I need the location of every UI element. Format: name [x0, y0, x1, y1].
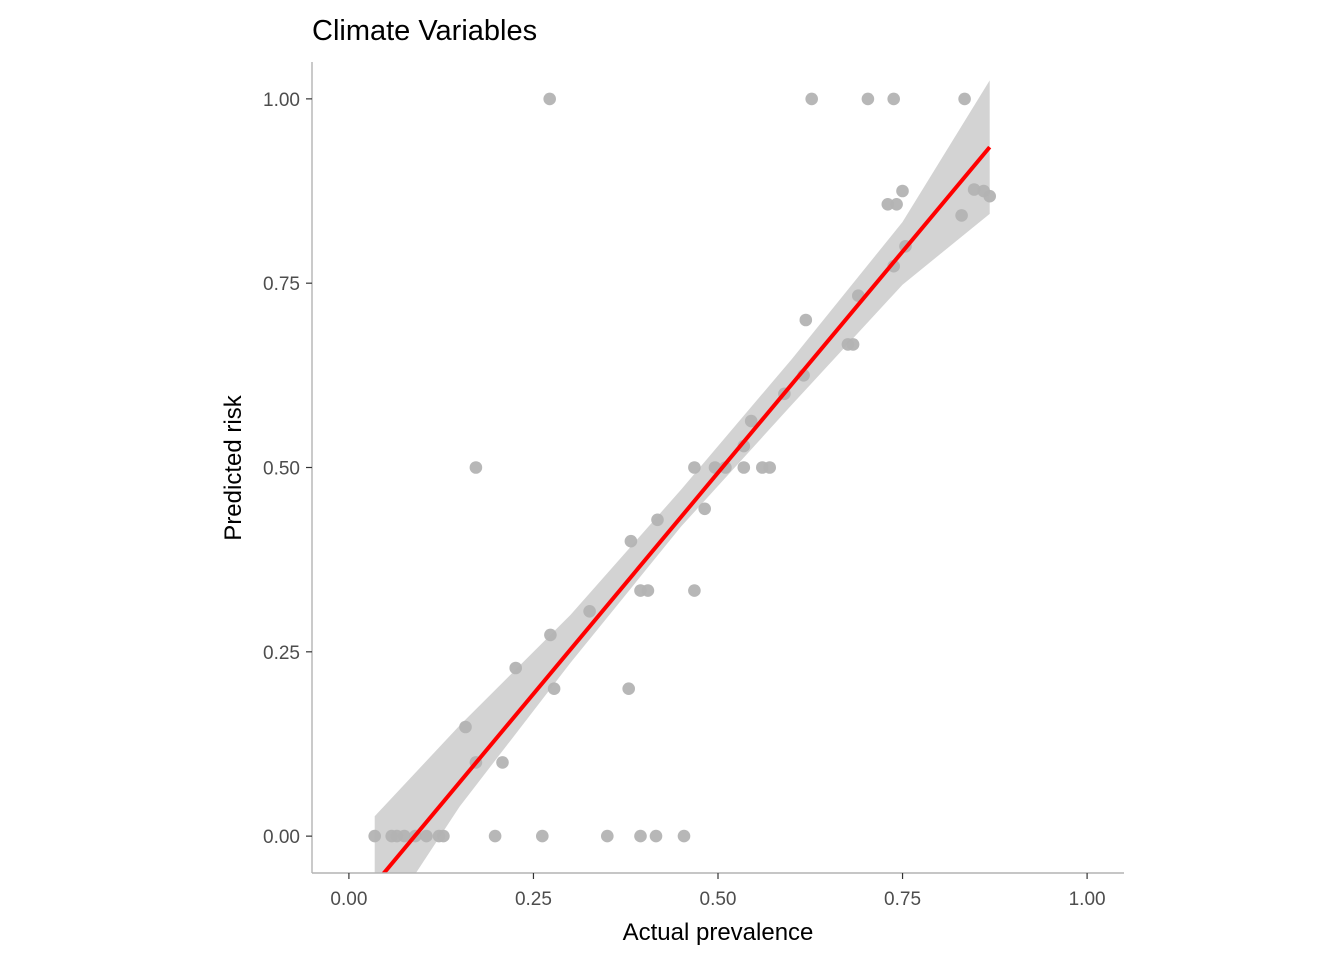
data-point: [763, 461, 776, 474]
data-point: [958, 92, 971, 106]
data-point: [622, 682, 635, 695]
y-tick-label: 0.00: [263, 827, 300, 848]
data-point: [744, 414, 758, 428]
data-point: [881, 198, 895, 211]
x-tick-label: 1.00: [1069, 889, 1106, 910]
chart-title: Climate Variables: [312, 15, 537, 47]
data-point: [368, 829, 382, 843]
data-point: [799, 313, 813, 327]
data-point: [496, 756, 509, 769]
data-point: [641, 584, 655, 597]
data-point: [698, 502, 711, 516]
data-point: [469, 461, 483, 474]
data-point: [547, 682, 561, 695]
data-point: [437, 829, 450, 843]
plot-area: 0.00 0.25 0.50 0.75 1.00 0.00 0.25 0.50 0.75 1.00: [263, 62, 1124, 910]
data-point: [955, 209, 968, 222]
data-point: [544, 628, 557, 642]
plot-panel: [368, 80, 996, 873]
data-point: [420, 829, 433, 843]
x-tick-label: 0.00: [330, 889, 367, 910]
y-tick-label: 0.75: [263, 274, 300, 295]
y-axis-title: Predicted risk: [220, 394, 247, 540]
data-point: [688, 461, 701, 474]
data-point: [601, 829, 614, 843]
x-tick-label: 0.75: [884, 889, 921, 910]
data-point: [977, 184, 990, 198]
data-point: [651, 513, 664, 527]
data-point: [488, 829, 502, 843]
data-point: [890, 198, 903, 211]
data-point: [677, 829, 691, 843]
data-point: [896, 184, 909, 198]
data-point: [649, 829, 663, 843]
x-tick-label: 0.50: [700, 889, 737, 910]
data-point: [887, 92, 900, 106]
data-point: [634, 829, 647, 843]
data-point: [398, 829, 411, 843]
x-axis-title: Actual prevalence: [623, 919, 814, 946]
data-point: [509, 661, 522, 675]
x-tick-label: 0.25: [515, 889, 552, 910]
data-point: [543, 92, 556, 106]
data-point: [967, 183, 981, 196]
data-point: [536, 829, 549, 843]
y-tick-label: 0.50: [263, 459, 300, 480]
data-point: [688, 584, 701, 597]
data-point: [846, 338, 860, 351]
data-point: [583, 605, 596, 618]
data-point: [459, 720, 472, 734]
y-tick-label: 0.25: [263, 643, 300, 664]
data-point: [805, 92, 818, 106]
fit-line: [381, 145, 992, 873]
data-point: [624, 534, 638, 548]
y-tick-label: 1.00: [263, 90, 300, 111]
data-point: [861, 92, 875, 106]
confidence-band: [374, 80, 990, 873]
data-point: [737, 461, 751, 474]
